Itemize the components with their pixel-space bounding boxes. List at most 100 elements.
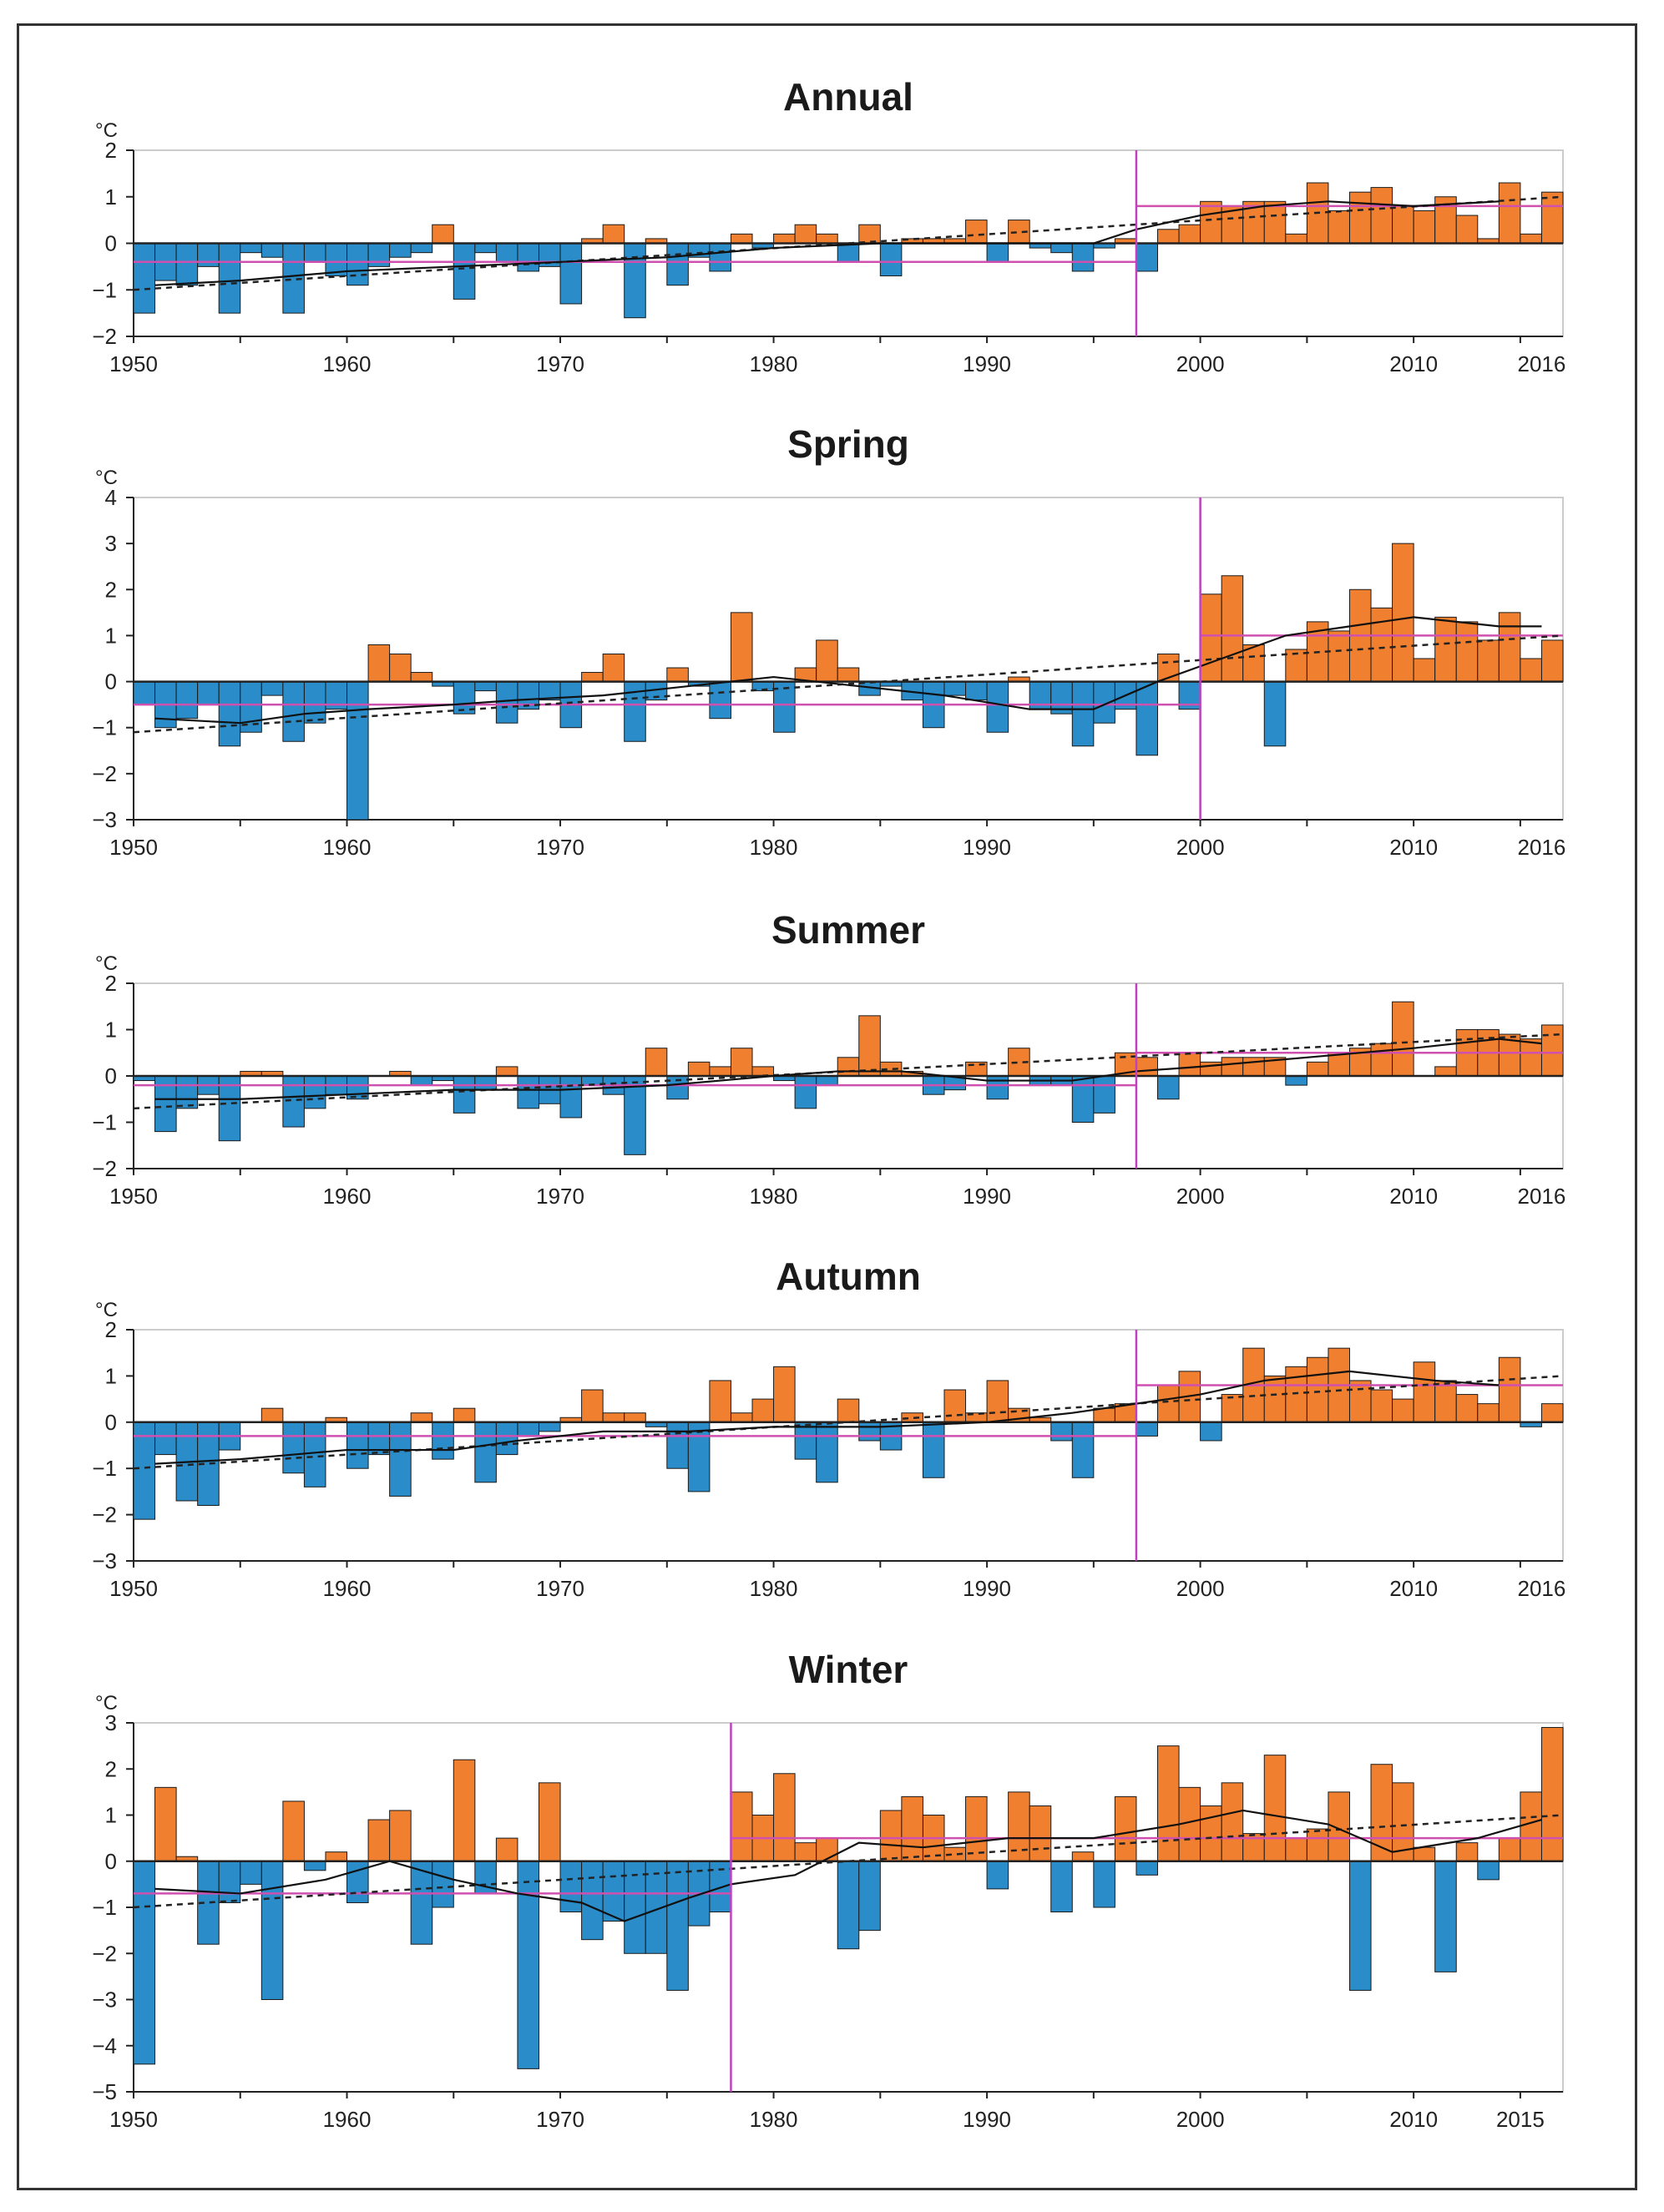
bar bbox=[410, 1861, 433, 1945]
y-tick-label: 2 bbox=[105, 1317, 117, 1342]
bar bbox=[197, 681, 220, 705]
bar bbox=[1093, 1075, 1115, 1114]
bar bbox=[1455, 215, 1479, 244]
bar bbox=[816, 1422, 838, 1483]
bar bbox=[1392, 1001, 1414, 1077]
bar bbox=[624, 1412, 646, 1423]
bar bbox=[1306, 1061, 1329, 1077]
bar bbox=[602, 224, 625, 245]
y-tick-label: 2 bbox=[105, 138, 117, 163]
bar bbox=[260, 243, 284, 258]
x-tick-label: 2016 bbox=[1518, 1184, 1566, 1209]
x-tick-label: 2000 bbox=[1176, 1184, 1225, 1209]
chart-annual: Annual °C −2 −1 0 1 2 1950 1960 1970 1980 1990 2000 2… bbox=[92, 75, 1565, 376]
bar bbox=[581, 1389, 604, 1423]
x-tick-label: 1950 bbox=[109, 1184, 158, 1209]
bar bbox=[794, 224, 817, 245]
bar bbox=[879, 1810, 903, 1862]
bar bbox=[303, 1075, 326, 1109]
bar bbox=[687, 1061, 711, 1077]
bar bbox=[794, 1842, 817, 1862]
bar bbox=[1200, 593, 1222, 683]
bar bbox=[1178, 1052, 1201, 1077]
bar bbox=[1285, 1837, 1307, 1862]
bar bbox=[175, 243, 199, 286]
bar bbox=[559, 1075, 583, 1119]
y-tick-label: 1 bbox=[105, 1018, 117, 1043]
bar bbox=[1221, 1057, 1244, 1077]
bar bbox=[794, 1422, 817, 1460]
bar bbox=[260, 681, 284, 696]
bar bbox=[1328, 210, 1350, 245]
bar bbox=[602, 1412, 625, 1423]
bar bbox=[1050, 243, 1073, 254]
bar bbox=[495, 1837, 518, 1862]
bar bbox=[1434, 616, 1457, 683]
bar bbox=[410, 672, 433, 683]
bar bbox=[1306, 1356, 1329, 1423]
bar bbox=[666, 667, 689, 683]
bar bbox=[495, 681, 518, 724]
bar bbox=[816, 1837, 838, 1862]
bar bbox=[133, 1861, 156, 2065]
bar bbox=[858, 224, 881, 245]
x-tick-label: 2016 bbox=[1518, 835, 1566, 860]
bar bbox=[1434, 1861, 1457, 1972]
y-tick-label: −2 bbox=[92, 761, 117, 786]
bar bbox=[1370, 187, 1393, 245]
x-tick-label: 1960 bbox=[323, 1576, 372, 1601]
bar bbox=[240, 243, 262, 254]
chart-spring: Spring °C −3 −2 −1 0 1 2 3 4 1950 1960 1970 1980 1990 2… bbox=[92, 422, 1565, 860]
x-tick-label: 2010 bbox=[1389, 2107, 1438, 2132]
bar bbox=[1071, 243, 1095, 272]
bar bbox=[1392, 205, 1414, 244]
bar bbox=[1413, 1361, 1436, 1423]
bar bbox=[730, 1048, 753, 1077]
bar bbox=[1071, 1422, 1095, 1478]
y-unit-label: °C bbox=[95, 952, 118, 975]
bar bbox=[389, 1810, 412, 1862]
bar bbox=[432, 224, 454, 245]
chart-title: Autumn bbox=[776, 1255, 921, 1298]
bar bbox=[666, 1861, 689, 1991]
bar bbox=[1540, 639, 1564, 683]
smoothed-curve bbox=[154, 1809, 1542, 1922]
bar bbox=[602, 1861, 625, 1922]
bar bbox=[1348, 1380, 1372, 1423]
bar bbox=[965, 681, 988, 701]
y-tick-label: −3 bbox=[92, 1987, 117, 2013]
bar bbox=[389, 1422, 412, 1497]
bar bbox=[154, 1786, 177, 1862]
x-tick-label: 1960 bbox=[323, 351, 372, 376]
bar bbox=[1157, 1384, 1180, 1423]
x-tick-label: 1960 bbox=[323, 2107, 372, 2132]
bar bbox=[730, 1412, 753, 1423]
bar bbox=[751, 1066, 775, 1077]
bar bbox=[1221, 1782, 1244, 1862]
bar bbox=[1093, 1407, 1115, 1423]
bar bbox=[1540, 1024, 1564, 1077]
bar bbox=[1285, 1075, 1307, 1086]
bar bbox=[773, 1773, 796, 1862]
bar bbox=[1285, 1366, 1307, 1423]
bar bbox=[559, 1861, 583, 1913]
bar bbox=[816, 639, 838, 683]
bar bbox=[1200, 200, 1222, 244]
y-tick-label: −2 bbox=[92, 1941, 117, 1966]
bar bbox=[1392, 1398, 1414, 1423]
bar bbox=[943, 1389, 967, 1423]
bar bbox=[218, 243, 241, 314]
bar bbox=[538, 1422, 561, 1432]
chart-winter: Winter °C −5 −4 −3 −2 −1 0 1 2 3 1950 1960 1970 1980 19… bbox=[92, 1648, 1564, 2132]
y-tick-label: −1 bbox=[92, 715, 117, 740]
bar bbox=[1050, 1861, 1073, 1913]
y-unit-label: °C bbox=[95, 119, 118, 142]
x-tick-label: 1990 bbox=[963, 1576, 1011, 1601]
bar bbox=[175, 1075, 199, 1109]
bar bbox=[495, 243, 518, 263]
bar bbox=[666, 243, 689, 286]
bar bbox=[794, 1075, 817, 1109]
bar bbox=[730, 1791, 753, 1862]
y-tick-label: −2 bbox=[92, 1502, 117, 1528]
bar bbox=[1263, 200, 1287, 244]
